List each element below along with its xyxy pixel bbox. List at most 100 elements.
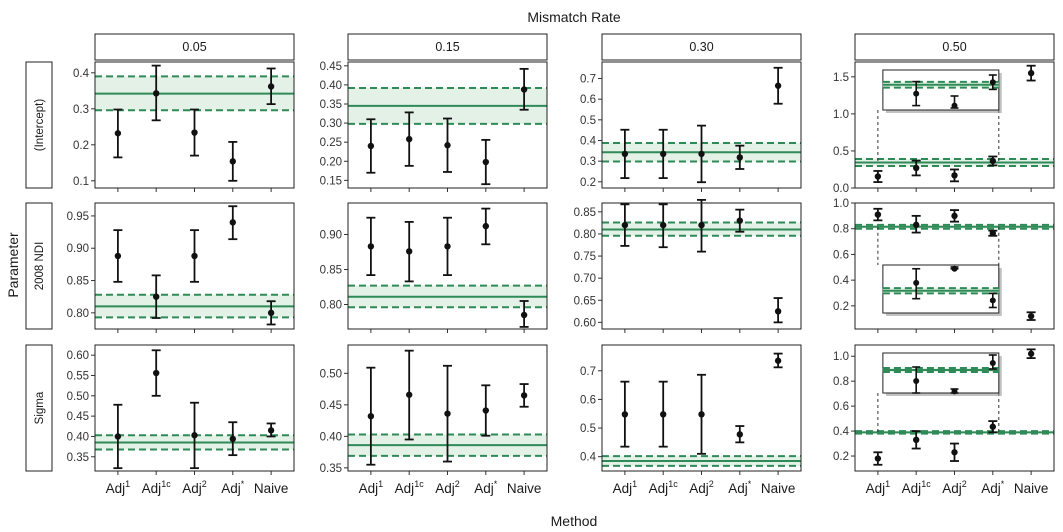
point-estimate — [698, 411, 705, 418]
x-tick-label: Adj* — [221, 479, 245, 496]
row-strip-label: Sigma — [34, 391, 46, 424]
x-tick-label: Adj* — [728, 479, 752, 496]
y-tick-label: 0.5 — [580, 423, 596, 435]
panel--intercept--0.05: 0.1 0.2 0.3 0.4 — [73, 61, 295, 192]
point-estimate — [774, 308, 782, 315]
x-tick-label: Adj1c — [649, 479, 679, 496]
y-tick-label: 0.90 — [67, 243, 89, 255]
point-estimate — [267, 427, 275, 434]
y-tick-label: 0.4 — [580, 135, 597, 147]
panel-frame — [854, 61, 1055, 189]
point-estimate — [1027, 69, 1035, 77]
point-estimate — [152, 90, 160, 97]
panel-2008-ndi-0.15: 0.80 0.85 0.90 — [320, 202, 548, 333]
point-estimate — [367, 412, 375, 420]
point-estimate — [152, 293, 160, 300]
x-tick-label: Naive — [507, 481, 542, 496]
point-estimate — [912, 221, 920, 229]
y-tick-label: 0.50 — [320, 368, 342, 380]
panel-frame — [854, 202, 1055, 330]
panel-2008-ndi-0.30: 0.60 0.65 0.70 0.75 0.80 0.85 — [574, 199, 802, 333]
row-strip: (Intercept) — [25, 61, 53, 189]
row-strip: 2008 NDI — [25, 202, 53, 330]
panel--intercept--0.15: 0.15 0.20 0.25 0.30 0.35 0.40 0.45 — [320, 61, 548, 192]
point-estimate — [114, 130, 122, 137]
panel--intercept--0.30: 0.2 0.3 0.4 0.5 0.6 0.7 — [580, 61, 802, 192]
y-tick-label: 0.8 — [833, 376, 849, 388]
point-estimate — [114, 433, 122, 440]
y-tick-label: 0.35 — [320, 99, 342, 111]
point-estimate — [774, 82, 782, 89]
y-tick-label: 0.45 — [320, 400, 342, 412]
y-tick-label: 1.0 — [833, 109, 849, 121]
y-tick-label: 0.6 — [833, 249, 849, 261]
y-tick-label: 0.2 — [833, 451, 849, 463]
strip-label: 0.30 — [689, 40, 713, 54]
x-tick-label: Adj1c — [395, 479, 425, 496]
y-tick-label: 0.65 — [574, 295, 596, 307]
y-tick-label: 0.3 — [580, 156, 596, 168]
point-estimate — [874, 211, 882, 218]
x-tick-label: Adj2 — [689, 479, 714, 496]
y-tick-label: 0.80 — [574, 229, 596, 241]
y-tick-label: 0.4 — [73, 68, 90, 80]
point-estimate — [267, 309, 275, 317]
point-estimate — [405, 391, 413, 398]
inset-point — [989, 297, 996, 304]
point-estimate — [698, 221, 705, 229]
inset-point — [913, 378, 920, 384]
y-tick-label: 0.2 — [580, 177, 596, 189]
point-estimate — [621, 150, 629, 158]
point-estimate — [736, 431, 744, 438]
facet-grid: 0.05 0.15 0.30 0.50 (Intercept) 2008 NDI Sigma… — [25, 33, 1055, 496]
y-tick-label: 0.75 — [574, 251, 596, 263]
row-strip-label: (Intercept) — [34, 99, 46, 152]
point-estimate — [951, 212, 958, 220]
y-tick-label: 0.45 — [320, 61, 342, 73]
y-tick-label: 0.85 — [574, 207, 596, 219]
strip-0.50: 0.50 — [854, 33, 1055, 61]
y-tick-label: 0.85 — [67, 276, 89, 288]
inset-point — [989, 79, 996, 86]
inset — [882, 352, 1000, 395]
x-tick-label: Naive — [761, 481, 796, 496]
point-estimate — [229, 158, 237, 165]
panel-frame — [854, 344, 1055, 472]
strip-0.30: 0.30 — [601, 33, 802, 61]
point-estimate — [989, 230, 997, 237]
point-estimate — [1027, 350, 1035, 357]
strip-label: 0.50 — [942, 40, 966, 54]
panel-frame — [601, 202, 802, 330]
point-estimate — [405, 248, 413, 255]
point-estimate — [989, 423, 997, 430]
row-strip-box — [25, 202, 53, 330]
y-tick-label: 0.25 — [320, 137, 342, 149]
point-estimate — [520, 86, 528, 93]
y-axis-title: Parameter — [5, 232, 21, 298]
y-tick-label: 0.40 — [67, 431, 89, 443]
y-tick-label: 0.40 — [320, 431, 342, 443]
panel-2008-ndi-0.50: 0.2 0.4 0.6 0.8 1.0 — [833, 198, 1055, 333]
panel-sigma-0.05: 0.35 0.40 0.45 0.50 0.55 0.60 Adj1 Adj1c Adj2 Adj… — [67, 344, 295, 496]
point-estimate — [659, 411, 667, 418]
inset-point — [951, 102, 958, 109]
y-tick-label: 0.2 — [833, 301, 849, 313]
point-estimate — [621, 411, 629, 418]
point-estimate — [152, 369, 160, 377]
y-tick-label: 0.45 — [67, 411, 89, 423]
panel-sigma-0.30: 0.4 0.5 0.6 0.7 Adj1 Adj1c Adj2 Adj* Naive — [580, 344, 802, 496]
y-tick-label: 0.1 — [73, 176, 89, 188]
x-tick-label: Adj* — [474, 479, 498, 496]
point-estimate — [659, 221, 667, 229]
point-estimate — [482, 158, 490, 166]
point-estimate — [912, 436, 920, 444]
y-tick-label: 0.7 — [580, 74, 596, 86]
point-estimate — [367, 243, 375, 250]
strip-box — [94, 33, 295, 61]
point-estimate — [621, 221, 629, 229]
point-estimate — [482, 222, 490, 230]
y-tick-label: 0.15 — [320, 175, 342, 187]
y-tick-label: 0.35 — [320, 463, 342, 475]
